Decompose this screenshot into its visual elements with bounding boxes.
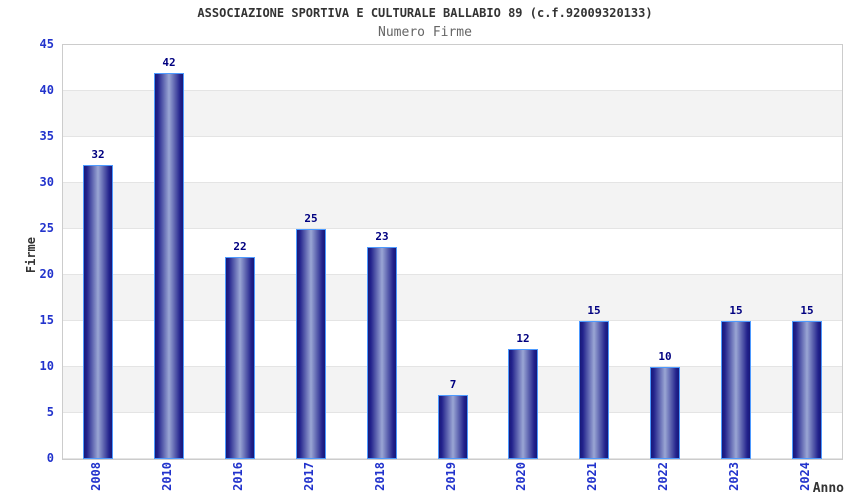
x-tick-label: 2024: [798, 462, 812, 491]
y-tick-label: 40: [39, 83, 54, 97]
bar-value-label: 42: [162, 56, 176, 69]
y-tick-label: 20: [39, 267, 54, 281]
x-tick-label: 2018: [373, 462, 387, 491]
y-tick-label: 45: [39, 37, 54, 51]
bar-value-label: 22: [233, 240, 247, 253]
bar-value-label: 10: [658, 350, 672, 363]
bar-value-label: 32: [91, 148, 105, 161]
y-tick-label: 15: [39, 313, 54, 327]
x-tick-label: 2010: [160, 462, 174, 491]
bar-value-label: 23: [375, 230, 389, 243]
x-tick-label: 2016: [231, 462, 245, 491]
x-tick-label: 2021: [585, 462, 599, 491]
x-tick-label: 2023: [727, 462, 741, 491]
bar-value-label: 15: [800, 304, 814, 317]
bar: [296, 229, 326, 459]
x-tick-label: 2019: [444, 462, 458, 491]
bar: [650, 367, 680, 459]
x-tick-label: 2017: [302, 462, 316, 491]
chart-subtitle: Numero Firme: [378, 25, 472, 40]
plot-area: 32 42 22 25 23 7 12 15 10 15 15: [62, 44, 843, 460]
x-tick-label: 2008: [89, 462, 103, 491]
bar-value-label: 12: [516, 332, 530, 345]
bar-value-label: 15: [587, 304, 601, 317]
x-axis-label: Anno: [812, 481, 844, 496]
y-tick-label: 35: [39, 129, 54, 143]
y-tick-label: 30: [39, 175, 54, 189]
y-tick-label: 0: [46, 451, 54, 465]
bar: [83, 165, 113, 459]
bar: [792, 321, 822, 459]
bar: [579, 321, 609, 459]
chart-title: ASSOCIAZIONE SPORTIVA E CULTURALE BALLAB…: [197, 6, 653, 20]
bar: [225, 257, 255, 459]
bar-value-label: 15: [729, 304, 743, 317]
x-tick-label: 2020: [514, 462, 528, 491]
y-tick-label: 10: [39, 359, 54, 373]
bar-value-label: 7: [449, 378, 457, 391]
y-tick-label: 25: [39, 221, 54, 235]
bar: [367, 247, 397, 459]
x-tick-label: 2022: [656, 462, 670, 491]
bar: [721, 321, 751, 459]
bar: [154, 73, 184, 459]
y-tick-label: 5: [46, 405, 54, 419]
bar: [438, 395, 468, 459]
bar-value-label: 25: [304, 212, 318, 225]
bar: [508, 349, 538, 459]
